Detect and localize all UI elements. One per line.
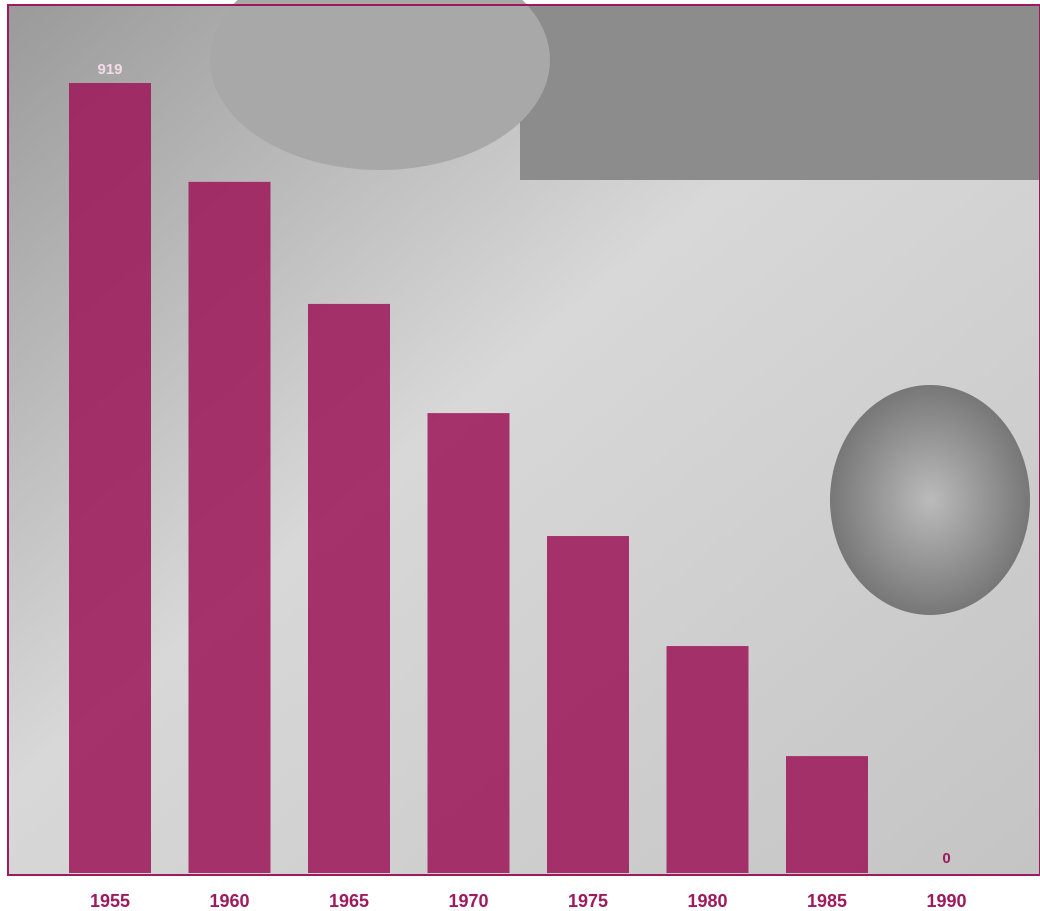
bar <box>786 756 868 873</box>
x-tick-label: 1955 <box>90 891 130 911</box>
x-tick-label: 1980 <box>687 891 727 911</box>
bar <box>308 304 390 873</box>
chart: 1955 919 1960 1965 1970 1975 1980 1985 1990 0 <box>0 0 1040 911</box>
value-label: 0 <box>942 850 950 867</box>
x-tick-label: 1975 <box>568 891 608 911</box>
x-tick-label: 1960 <box>209 891 249 911</box>
x-tick-label: 1965 <box>329 891 369 911</box>
x-tick-label: 1970 <box>448 891 488 911</box>
bar <box>69 83 151 873</box>
x-tick-label: 1985 <box>807 891 847 911</box>
bar <box>428 413 510 873</box>
value-label: 919 <box>97 61 122 78</box>
bar <box>547 536 629 873</box>
x-tick-label: 1990 <box>926 891 966 911</box>
bar <box>667 646 749 873</box>
photo-background <box>8 0 1040 875</box>
bar <box>189 182 271 873</box>
page: 195591919601965197019751980198519900 (()… <box>0 0 1040 911</box>
